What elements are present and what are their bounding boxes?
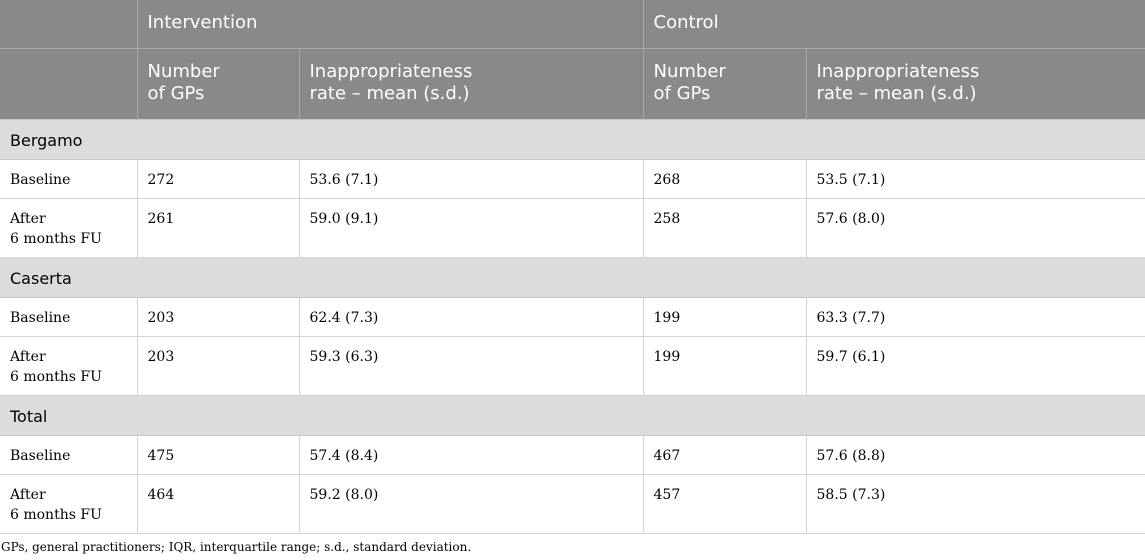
table-row: After 6 months FU 261 59.0 (9.1) 258 57.6 (8.… xyxy=(0,198,1145,258)
section-title: Caserta xyxy=(0,256,1145,298)
intervention-gps-cell: 464 xyxy=(136,474,299,534)
results-table: Intervention Control Number of GPs Inappr… xyxy=(0,0,1145,534)
control-gps-cell: 199 xyxy=(642,297,806,337)
row-label: Baseline xyxy=(0,297,137,337)
control-gps-cell: 258 xyxy=(642,198,806,258)
row-label: After 6 months FU xyxy=(0,198,137,258)
control-rate-cell: 58.5 (7.3) xyxy=(805,474,1145,534)
control-gps-cell: 457 xyxy=(642,474,806,534)
control-gps-cell: 199 xyxy=(642,336,806,396)
control-gps-cell: 467 xyxy=(642,435,806,475)
intervention-gps-cell: 261 xyxy=(136,198,299,258)
intervention-gps-cell: 475 xyxy=(136,435,299,475)
column-header-control-gps: Number of GPs xyxy=(642,47,806,119)
group-header-intervention: Intervention xyxy=(136,0,643,48)
column-header-intervention-gps: Number of GPs xyxy=(136,47,299,119)
intervention-rate-cell: 59.0 (9.1) xyxy=(298,198,643,258)
table-row: After 6 months FU 464 59.2 (8.0) 457 58.5 (7.… xyxy=(0,474,1145,534)
control-rate-cell: 63.3 (7.7) xyxy=(805,297,1145,337)
table-row: Baseline 475 57.4 (8.4) 467 57.6 (8.8) xyxy=(0,435,1145,475)
control-rate-cell: 57.6 (8.8) xyxy=(805,435,1145,475)
intervention-rate-cell: 62.4 (7.3) xyxy=(298,297,643,337)
intervention-rate-cell: 53.6 (7.1) xyxy=(298,159,643,199)
row-label: Baseline xyxy=(0,159,137,199)
row-label: After 6 months FU xyxy=(0,474,137,534)
intervention-gps-cell: 203 xyxy=(136,336,299,396)
header-corner xyxy=(0,0,137,48)
section-row: Total xyxy=(0,394,1145,436)
column-header-intervention-rate: Inappropriateness rate – mean (s.d.) xyxy=(298,47,643,119)
table-row: After 6 months FU 203 59.3 (6.3) 199 59.7 (6.… xyxy=(0,336,1145,396)
column-header-control-rate: Inappropriateness rate – mean (s.d.) xyxy=(805,47,1145,119)
section-title: Total xyxy=(0,394,1145,436)
section-row: Caserta xyxy=(0,256,1145,298)
intervention-rate-cell: 57.4 (8.4) xyxy=(298,435,643,475)
control-gps-cell: 268 xyxy=(642,159,806,199)
intervention-rate-cell: 59.2 (8.0) xyxy=(298,474,643,534)
table-footnote: GPs, general practitioners; IQR, interqu… xyxy=(1,540,472,554)
row-label: Baseline xyxy=(0,435,137,475)
table-row: Baseline 272 53.6 (7.1) 268 53.5 (7.1) xyxy=(0,159,1145,199)
intervention-gps-cell: 203 xyxy=(136,297,299,337)
group-header-control: Control xyxy=(642,0,1145,48)
row-label: After 6 months FU xyxy=(0,336,137,396)
section-title: Bergamo xyxy=(0,118,1145,160)
table-body: Bergamo Baseline 272 53.6 (7.1) 268 53.5 (7.1… xyxy=(0,118,1145,534)
table-row: Baseline 203 62.4 (7.3) 199 63.3 (7.7) xyxy=(0,297,1145,337)
intervention-rate-cell: 59.3 (6.3) xyxy=(298,336,643,396)
header-corner-lower xyxy=(0,47,137,119)
control-rate-cell: 57.6 (8.0) xyxy=(805,198,1145,258)
control-rate-cell: 59.7 (6.1) xyxy=(805,336,1145,396)
intervention-gps-cell: 272 xyxy=(136,159,299,199)
control-rate-cell: 53.5 (7.1) xyxy=(805,159,1145,199)
section-row: Bergamo xyxy=(0,118,1145,160)
table-header: Intervention Control Number of GPs Inappr… xyxy=(0,0,1145,119)
